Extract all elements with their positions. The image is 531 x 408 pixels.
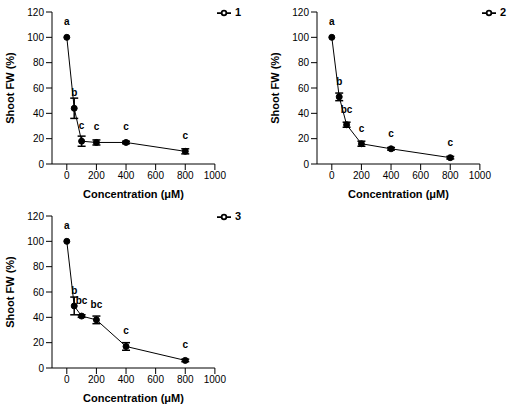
svg-text:120: 120 [27, 7, 44, 18]
svg-text:400: 400 [118, 170, 135, 181]
svg-text:bc: bc [341, 104, 353, 115]
svg-text:c: c [94, 121, 100, 132]
svg-text:600: 600 [147, 170, 164, 181]
svg-text:a: a [64, 220, 70, 231]
svg-text:800: 800 [442, 170, 459, 181]
svg-text:b: b [336, 76, 342, 87]
svg-text:Shoot FW (%): Shoot FW (%) [269, 52, 281, 124]
svg-text:800: 800 [177, 170, 194, 181]
svg-text:a: a [329, 16, 335, 27]
svg-text:40: 40 [33, 312, 45, 323]
svg-text:0: 0 [64, 170, 70, 181]
svg-text:120: 120 [27, 211, 44, 222]
svg-text:120: 120 [292, 7, 309, 18]
svg-text:60: 60 [33, 83, 45, 94]
svg-text:bc: bc [76, 295, 88, 306]
svg-text:100: 100 [292, 32, 309, 43]
svg-text:Concentration (μM): Concentration (μM) [348, 188, 449, 200]
svg-text:0: 0 [329, 170, 335, 181]
html-text:3: 3 [234, 210, 241, 222]
svg-text:c: c [388, 128, 394, 139]
svg-text:Shoot FW (%): Shoot FW (%) [8, 52, 16, 124]
svg-text:c: c [447, 137, 453, 148]
svg-text:400: 400 [383, 170, 400, 181]
svg-text:1000: 1000 [204, 170, 227, 181]
svg-text:c: c [123, 121, 129, 132]
svg-text:c: c [79, 120, 85, 131]
svg-text:100: 100 [27, 32, 44, 43]
svg-text:80: 80 [298, 57, 310, 68]
svg-text:600: 600 [147, 374, 164, 385]
svg-text:0: 0 [38, 363, 44, 374]
svg-text:600: 600 [412, 170, 429, 181]
svg-text:200: 200 [88, 374, 105, 385]
svg-text:c: c [123, 325, 129, 336]
svg-text:c: c [182, 339, 188, 350]
svg-text:a: a [64, 16, 70, 27]
svg-text:c: c [182, 130, 188, 141]
svg-text:40: 40 [298, 108, 310, 119]
svg-text:Shoot FW (%): Shoot FW (%) [8, 256, 16, 328]
svg-text:bc: bc [91, 299, 103, 310]
svg-text:0: 0 [38, 159, 44, 170]
svg-text:b: b [71, 87, 77, 98]
svg-text:b: b [71, 284, 78, 296]
svg-text:400: 400 [118, 374, 135, 385]
svg-text:20: 20 [298, 133, 310, 144]
svg-text:200: 200 [88, 170, 105, 181]
svg-text:0: 0 [303, 159, 309, 170]
svg-text:0: 0 [64, 374, 70, 385]
svg-text:60: 60 [33, 287, 45, 298]
svg-text:60: 60 [298, 83, 310, 94]
svg-text:80: 80 [33, 57, 45, 68]
svg-text:100: 100 [27, 236, 44, 247]
svg-text:Concentration (μM): Concentration (μM) [83, 188, 184, 200]
svg-text:c: c [359, 123, 365, 134]
svg-text:Concentration (μM): Concentration (μM) [83, 392, 184, 404]
svg-text:800: 800 [177, 374, 194, 385]
svg-text:40: 40 [33, 108, 45, 119]
svg-text:20: 20 [33, 337, 45, 348]
svg-text:200: 200 [353, 170, 370, 181]
html-text:1: 1 [234, 6, 241, 18]
svg-text:80: 80 [33, 261, 45, 272]
svg-text:20: 20 [33, 133, 45, 144]
svg-text:1000: 1000 [204, 374, 227, 385]
svg-text:1000: 1000 [469, 170, 492, 181]
html-text:2: 2 [499, 6, 506, 18]
